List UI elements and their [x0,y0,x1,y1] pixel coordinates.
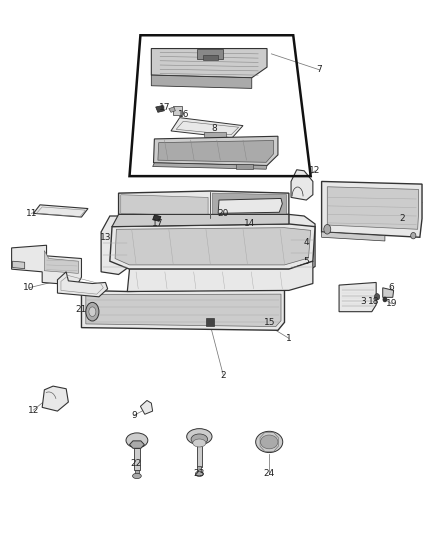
Text: 10: 10 [23,283,35,292]
Text: 2: 2 [221,371,226,380]
Polygon shape [321,181,422,237]
Text: 20: 20 [218,209,229,218]
Polygon shape [127,261,313,292]
Polygon shape [110,224,315,269]
Bar [197,49,223,59]
Polygon shape [155,106,164,112]
Polygon shape [119,191,289,217]
Ellipse shape [86,302,99,321]
Polygon shape [291,169,313,200]
Text: 3: 3 [360,296,366,305]
Polygon shape [383,288,394,297]
Text: 19: 19 [386,299,397,308]
Text: 15: 15 [264,318,275,327]
Polygon shape [42,386,68,411]
Text: 12: 12 [309,166,321,175]
Text: 17: 17 [159,102,170,111]
Bar [173,107,182,115]
Polygon shape [294,236,304,245]
Polygon shape [12,245,81,285]
Text: 16: 16 [178,110,190,119]
Polygon shape [12,261,25,269]
Ellipse shape [126,433,148,448]
Ellipse shape [187,429,212,445]
Text: 18: 18 [368,296,380,305]
Polygon shape [152,215,161,221]
Polygon shape [141,400,152,414]
Text: 1: 1 [286,334,292,343]
Polygon shape [212,193,287,216]
Polygon shape [44,251,78,273]
Text: 13: 13 [100,233,111,242]
Polygon shape [327,187,419,229]
Ellipse shape [116,223,126,235]
Polygon shape [115,228,311,265]
Ellipse shape [261,435,278,449]
Text: 5: 5 [304,257,309,265]
Polygon shape [121,195,208,216]
Polygon shape [101,216,130,274]
Ellipse shape [118,226,124,233]
Text: 6: 6 [389,283,394,292]
Ellipse shape [107,225,113,232]
Ellipse shape [193,439,206,447]
Ellipse shape [324,224,331,234]
Polygon shape [289,214,315,273]
Ellipse shape [105,222,115,234]
Text: 9: 9 [131,411,137,420]
Polygon shape [86,294,281,327]
Text: 11: 11 [25,209,37,218]
Bar [135,470,139,475]
Polygon shape [152,163,267,169]
Bar [134,448,140,470]
Ellipse shape [383,297,387,302]
Ellipse shape [256,431,283,453]
Bar [236,165,253,168]
Text: 24: 24 [264,470,275,478]
Ellipse shape [191,434,208,445]
Polygon shape [339,282,376,312]
Ellipse shape [411,232,416,239]
Bar [197,446,202,467]
Text: 7: 7 [317,66,322,74]
Text: 2: 2 [399,214,405,223]
Polygon shape [153,136,278,165]
Polygon shape [151,75,252,88]
Text: 23: 23 [194,470,205,478]
Text: 21: 21 [76,304,87,313]
Ellipse shape [374,294,380,300]
Polygon shape [169,107,175,112]
Bar [203,55,218,60]
Text: 4: 4 [304,238,309,247]
Polygon shape [81,289,285,330]
Text: 17: 17 [152,220,164,229]
Polygon shape [112,214,289,227]
Ellipse shape [89,307,96,317]
Polygon shape [130,441,145,448]
Polygon shape [33,205,88,217]
Polygon shape [218,198,283,213]
Text: 8: 8 [212,124,218,133]
Text: 14: 14 [244,220,255,229]
Polygon shape [158,141,274,163]
Polygon shape [305,236,313,244]
Bar [204,132,226,138]
Polygon shape [171,118,243,138]
Ellipse shape [133,473,141,479]
Polygon shape [321,232,385,241]
Text: 12: 12 [28,406,39,415]
Ellipse shape [195,471,203,477]
Text: 22: 22 [131,459,141,467]
Polygon shape [57,272,108,297]
Bar [198,466,201,473]
Polygon shape [151,49,267,78]
Bar [206,318,214,326]
